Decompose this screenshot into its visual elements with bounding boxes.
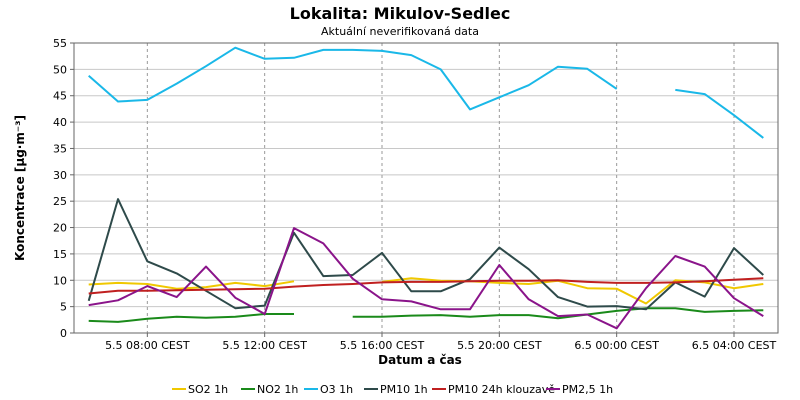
y-axis-ticks: 0 5 10 15 20 25 30 35 40 45 50 55 bbox=[53, 37, 74, 340]
x-tick-label: 5.5 20:00 CEST bbox=[457, 339, 542, 352]
series-line-pm10-1h bbox=[87, 198, 764, 311]
y-axis-title: Koncentrace [µg·m⁻³] bbox=[13, 115, 27, 261]
y-tick-label: 20 bbox=[53, 222, 67, 235]
y-tick-label: 55 bbox=[53, 37, 67, 50]
legend-label: NO2 1h bbox=[257, 383, 298, 396]
legend-label: PM10 24h klouzavě bbox=[448, 383, 555, 396]
x-tick-label: 5.5 08:00 CEST bbox=[105, 339, 190, 352]
chart-subtitle: Aktuální neverifikovaná data bbox=[321, 25, 479, 38]
legend-label: SO2 1h bbox=[188, 383, 228, 396]
series-line-pm2-5-1h bbox=[88, 227, 764, 330]
y-tick-label: 50 bbox=[53, 63, 67, 76]
x-axis-ticks: 5.5 08:00 CEST 5.5 12:00 CEST 5.5 16:00 CE… bbox=[105, 333, 777, 352]
y-tick-label: 15 bbox=[53, 248, 67, 261]
legend-label: PM10 1h bbox=[380, 383, 428, 396]
x-tick-label: 6.5 00:00 CEST bbox=[574, 339, 659, 352]
chart-title: Lokalita: Mikulov-Sedlec bbox=[290, 4, 511, 23]
y-tick-label: 45 bbox=[53, 90, 67, 103]
y-tick-label: 5 bbox=[60, 301, 67, 314]
x-tick-label: 6.5 04:00 CEST bbox=[692, 339, 777, 352]
y-tick-label: 40 bbox=[53, 116, 67, 129]
x-tick-label: 5.5 16:00 CEST bbox=[340, 339, 425, 352]
x-axis-title: Datum a čas bbox=[378, 353, 462, 367]
series-lines bbox=[87, 46, 764, 330]
y-tick-label: 35 bbox=[53, 142, 67, 155]
y-tick-label: 30 bbox=[53, 169, 67, 182]
y-tick-label: 25 bbox=[53, 195, 67, 208]
legend-label: PM2,5 1h bbox=[562, 383, 613, 396]
series-line-no2-1h bbox=[88, 307, 764, 323]
y-tick-label: 0 bbox=[60, 327, 67, 340]
chart-legend: SO2 1h NO2 1h O3 1h PM10 1h PM10 24h klouzav… bbox=[172, 383, 613, 396]
legend-label: O3 1h bbox=[320, 383, 353, 396]
plot-area-border bbox=[73, 42, 779, 334]
y-tick-label: 10 bbox=[53, 274, 67, 287]
x-tick-label: 5.5 12:00 CEST bbox=[222, 339, 307, 352]
series-line-o3-1h bbox=[88, 46, 764, 139]
